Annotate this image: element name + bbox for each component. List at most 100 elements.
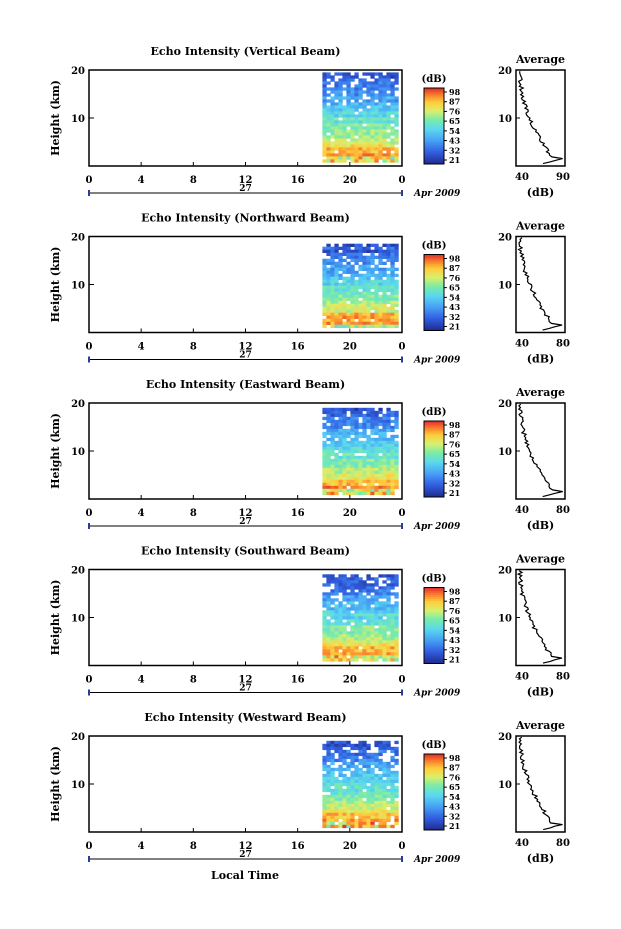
heatmap-cell bbox=[382, 461, 387, 466]
heatmap-cell bbox=[342, 413, 347, 418]
heatmap-cell bbox=[342, 111, 347, 115]
heatmap-cell bbox=[322, 622, 327, 626]
heatmap-cell bbox=[326, 249, 331, 253]
heatmap-cell bbox=[350, 583, 355, 587]
heatmap-cell bbox=[374, 428, 379, 433]
heatmap-cell bbox=[326, 482, 331, 487]
heatmap-cell bbox=[374, 646, 379, 650]
heatmap-cell bbox=[334, 776, 339, 781]
heatmap-cell bbox=[330, 640, 335, 644]
heatmap-cell bbox=[390, 297, 395, 301]
heatmap-cell bbox=[346, 276, 351, 280]
colorbar-unit: (dB) bbox=[422, 740, 447, 751]
heatmap-cell bbox=[374, 791, 379, 796]
heatmap-cell bbox=[334, 156, 339, 160]
heatmap-cell bbox=[390, 782, 395, 787]
colorbar-tick-label: 76 bbox=[449, 106, 461, 116]
heatmap-cell bbox=[366, 422, 371, 427]
heatmap-cell bbox=[342, 595, 347, 599]
heatmap-cell bbox=[338, 126, 343, 130]
heatmap-cell bbox=[358, 276, 363, 280]
heatmap-cell bbox=[390, 294, 395, 298]
heatmap-cell bbox=[350, 437, 355, 442]
heatmap-cell bbox=[390, 141, 395, 145]
heatmap-cell bbox=[394, 440, 399, 445]
heatmap-cell bbox=[374, 800, 379, 805]
heatmap-cell bbox=[374, 138, 379, 142]
heatmap-cell bbox=[354, 321, 359, 325]
heatmap-cell bbox=[322, 431, 327, 436]
average-y-tick-label: 20 bbox=[498, 233, 512, 244]
heatmap-cell bbox=[350, 806, 355, 811]
heatmap-cell bbox=[374, 422, 379, 427]
heatmap-cell bbox=[366, 102, 371, 106]
heatmap-cell bbox=[330, 491, 335, 496]
heatmap-cell bbox=[350, 764, 355, 769]
heatmap-cell bbox=[350, 255, 355, 259]
heatmap-cell bbox=[354, 285, 359, 289]
heatmap-cell bbox=[338, 132, 343, 136]
heatmap-cell bbox=[334, 279, 339, 283]
heatmap-cell bbox=[362, 764, 367, 769]
colorbar-segment bbox=[424, 154, 444, 157]
heatmap-cell bbox=[370, 797, 375, 802]
heatmap-cell bbox=[326, 488, 331, 493]
heatmap-cell bbox=[366, 273, 371, 277]
heatmap-cell bbox=[374, 622, 379, 626]
heatmap-cell bbox=[334, 655, 339, 659]
heatmap-cell bbox=[358, 294, 363, 298]
heatmap-cell bbox=[362, 586, 367, 590]
heatmap-cell bbox=[350, 598, 355, 602]
heatmap-cell bbox=[334, 788, 339, 793]
heatmap-cell bbox=[366, 613, 371, 617]
heatmap-cell bbox=[370, 482, 375, 487]
heatmap-cell bbox=[370, 800, 375, 805]
heatmap-cell bbox=[354, 288, 359, 292]
heatmap-cell bbox=[362, 105, 367, 109]
heatmap-cell bbox=[346, 294, 351, 298]
heatmap-cell bbox=[330, 252, 335, 256]
heatmap-cell bbox=[394, 153, 399, 157]
heatmap-cell bbox=[370, 437, 375, 442]
heatmap-cell bbox=[366, 488, 371, 493]
colorbar-segment bbox=[424, 277, 444, 280]
heatmap-cell bbox=[378, 761, 383, 766]
heatmap-cell bbox=[342, 616, 347, 620]
heatmap-cell bbox=[358, 410, 363, 415]
colorbar-segment bbox=[424, 619, 444, 623]
heatmap-cell bbox=[326, 574, 331, 578]
heatmap-cell bbox=[378, 147, 383, 151]
heatmap-cell bbox=[354, 800, 359, 805]
colorbar-segment bbox=[424, 820, 444, 823]
heatmap-cell bbox=[326, 99, 331, 103]
heatmap-cell bbox=[382, 643, 387, 647]
heatmap-cell bbox=[326, 619, 331, 623]
heatmap-cell bbox=[322, 111, 327, 115]
heatmap-cell bbox=[350, 577, 355, 581]
heatmap-cell bbox=[382, 255, 387, 259]
heatmap-cell bbox=[382, 108, 387, 112]
heatmap-cell bbox=[346, 419, 351, 424]
heatmap-cell bbox=[378, 595, 383, 599]
heatmap-cell bbox=[386, 159, 391, 163]
heatmap-cell bbox=[382, 159, 387, 163]
colorbar-segment bbox=[424, 264, 444, 267]
heatmap-cell bbox=[330, 111, 335, 115]
heatmap-cell bbox=[382, 96, 387, 100]
heatmap-cell bbox=[366, 791, 371, 796]
heatmap-cell bbox=[334, 586, 339, 590]
heatmap-cell bbox=[366, 637, 371, 641]
heatmap-cell bbox=[390, 779, 395, 784]
heatmap-cell bbox=[382, 473, 387, 478]
colorbar-segment bbox=[424, 826, 444, 829]
heatmap-cell bbox=[382, 123, 387, 127]
heatmap-cell bbox=[362, 622, 367, 626]
heatmap-cell bbox=[350, 78, 355, 82]
heatmap-cell bbox=[362, 794, 367, 799]
heatmap-cell bbox=[382, 619, 387, 623]
heatmap-cell bbox=[378, 461, 383, 466]
heatmap-cell bbox=[322, 105, 327, 109]
heatmap-cell bbox=[374, 105, 379, 109]
heatmap-cell bbox=[350, 467, 355, 472]
heatmap-cell bbox=[338, 258, 343, 262]
